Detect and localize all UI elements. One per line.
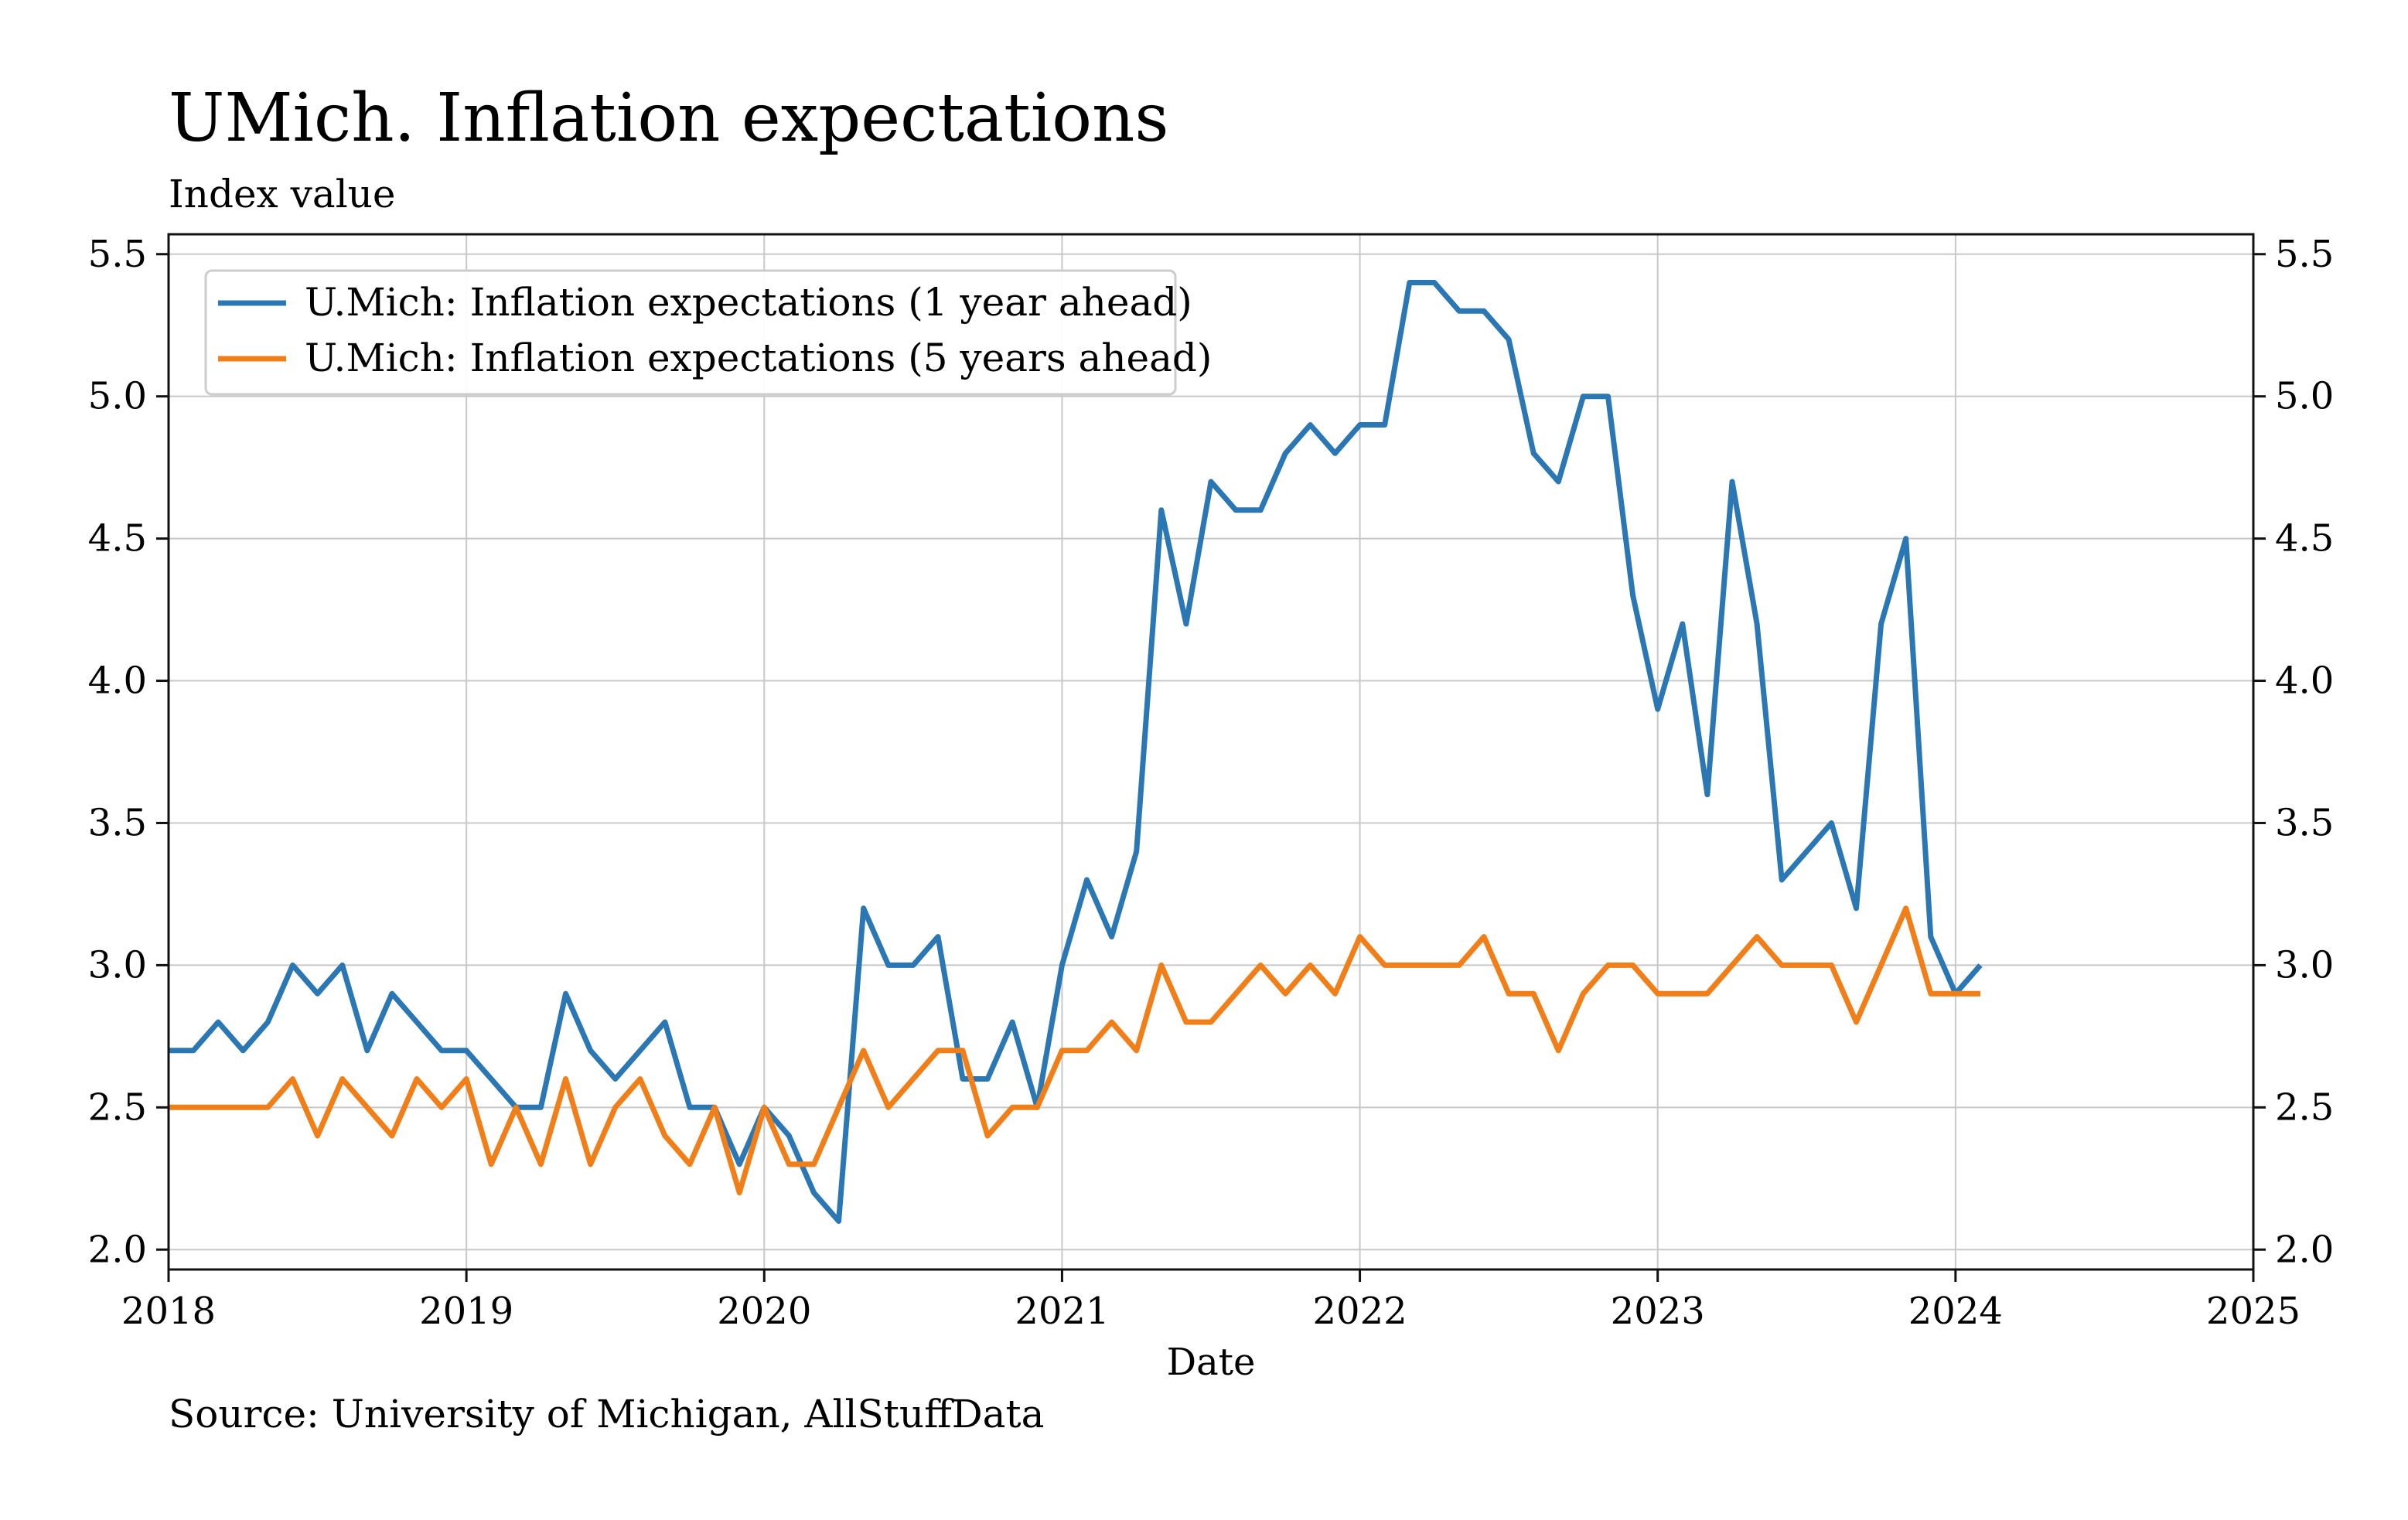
x-tick-label: 2021 xyxy=(1015,1290,1109,1333)
x-tick-label: 2025 xyxy=(2206,1290,2301,1333)
x-axis-label: Date xyxy=(1167,1341,1256,1384)
axis-ticks: 2018 2019 2020 2021 2022 2023 2024 2025 2.0 2.0 2.… xyxy=(88,233,2335,1333)
series-line-1-year xyxy=(169,280,1983,1224)
y-tick-label-right: 4.5 xyxy=(2275,517,2334,561)
x-tick-label: 2024 xyxy=(1908,1290,2003,1333)
y-tick-label-right: 4.0 xyxy=(2275,659,2334,703)
y-tick-label-left: 3.5 xyxy=(88,801,147,844)
y-tick-label-right: 2.0 xyxy=(2275,1228,2334,1271)
x-tick-label: 2018 xyxy=(121,1290,216,1333)
y-tick-label-right: 3.0 xyxy=(2275,943,2334,987)
y-tick-label-left: 3.0 xyxy=(88,943,147,987)
legend-label-5-years: U.Mich: Inflation expectations (5 years … xyxy=(305,336,1212,380)
legend-box xyxy=(204,269,1177,396)
y-tick-label-right: 5.5 xyxy=(2275,233,2334,276)
plot-frame xyxy=(167,233,2255,1271)
y-tick-label-left: 5.5 xyxy=(88,233,147,276)
x-tick-label: 2022 xyxy=(1312,1290,1407,1333)
x-tick-label: 2019 xyxy=(419,1290,513,1333)
y-tick-label-left: 2.5 xyxy=(88,1085,147,1129)
y-tick-label-left: 2.0 xyxy=(88,1228,147,1271)
x-tick-label: 2020 xyxy=(717,1290,811,1333)
y-tick-label-right: 2.5 xyxy=(2275,1085,2334,1129)
y-tick-label-right: 3.5 xyxy=(2275,801,2334,844)
y-tick-label-left: 4.0 xyxy=(88,659,147,703)
chart-title: UMich. Inflation expectations xyxy=(169,80,1169,157)
series-line-5-years xyxy=(169,905,1980,1196)
chart-subtitle: Index value xyxy=(169,172,395,216)
source-note: Source: University of Michigan, AllStuff… xyxy=(169,1392,1044,1437)
y-tick-label-left: 5.0 xyxy=(88,375,147,418)
series-layer xyxy=(169,280,1983,1224)
legend: U.Mich: Inflation expectations (1 year a… xyxy=(204,269,1212,396)
x-tick-label: 2023 xyxy=(1611,1290,1705,1333)
legend-label-1-year: U.Mich: Inflation expectations (1 year a… xyxy=(305,280,1192,325)
y-tick-label-right: 5.0 xyxy=(2275,375,2334,418)
y-tick-label-left: 4.5 xyxy=(88,517,147,561)
